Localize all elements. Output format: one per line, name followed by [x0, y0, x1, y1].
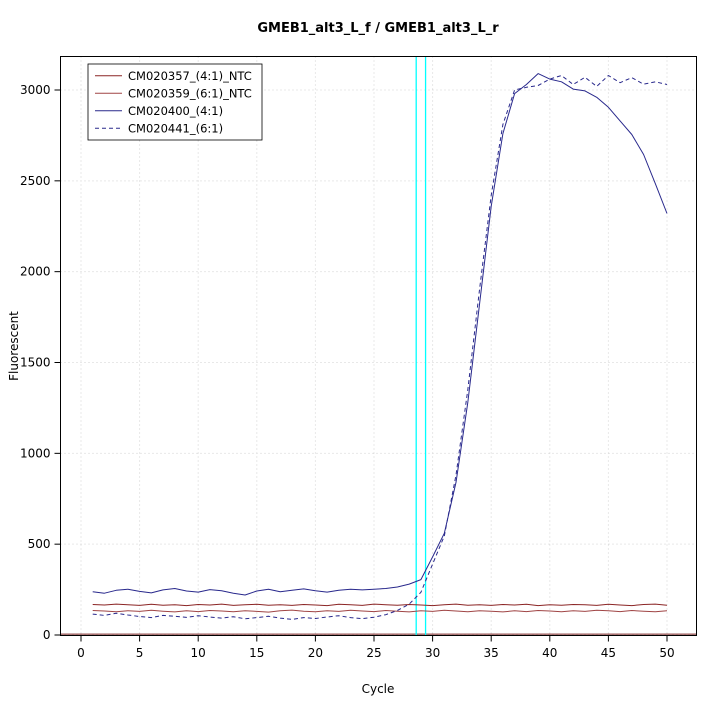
svg-text:15: 15 [249, 646, 264, 660]
series-CM020441_(6:1) [92, 75, 668, 620]
svg-text:35: 35 [484, 646, 499, 660]
ct-marker-lines [415, 56, 427, 636]
svg-text:30: 30 [425, 646, 440, 660]
legend-label: CM020400_(4:1) [128, 104, 223, 118]
series-CM020359_(6:1)_NTC [92, 609, 668, 613]
axis-ticks-and-labels: 0 5 10 15 20 25 30 35 40 45 5005001000150020002500… [20, 83, 675, 660]
svg-text:1000: 1000 [20, 446, 51, 460]
legend-label: CM020357_(4:1)_NTC [128, 69, 252, 83]
svg-text:20: 20 [308, 646, 323, 660]
chart-title: GMEB1_alt3_L_f / GMEB1_alt3_L_r [257, 21, 499, 36]
series-lines [92, 73, 668, 620]
grid-lines [60, 56, 697, 636]
svg-text:50: 50 [659, 646, 674, 660]
svg-text:10: 10 [191, 646, 206, 660]
svg-text:40: 40 [542, 646, 557, 660]
svg-text:25: 25 [366, 646, 381, 660]
svg-text:5: 5 [136, 646, 144, 660]
svg-text:0: 0 [77, 646, 85, 660]
svg-text:0: 0 [43, 628, 51, 642]
plot-border [60, 56, 697, 636]
svg-text:500: 500 [28, 537, 51, 551]
svg-text:2000: 2000 [20, 265, 51, 279]
svg-text:2500: 2500 [20, 174, 51, 188]
legend-label: CM020359_(6:1)_NTC [128, 86, 252, 100]
x-axis-label: Cycle [361, 682, 395, 696]
series-CM020400_(4:1) [92, 73, 668, 596]
legend: CM020357_(4:1)_NTC CM020359_(6:1)_NTC CM02… [87, 63, 263, 141]
svg-text:45: 45 [601, 646, 616, 660]
svg-text:1500: 1500 [20, 356, 51, 370]
series-CM020357_(4:1)_NTC [92, 603, 668, 607]
svg-text:3000: 3000 [20, 83, 51, 97]
legend-label: CM020441_(6:1) [128, 121, 223, 135]
